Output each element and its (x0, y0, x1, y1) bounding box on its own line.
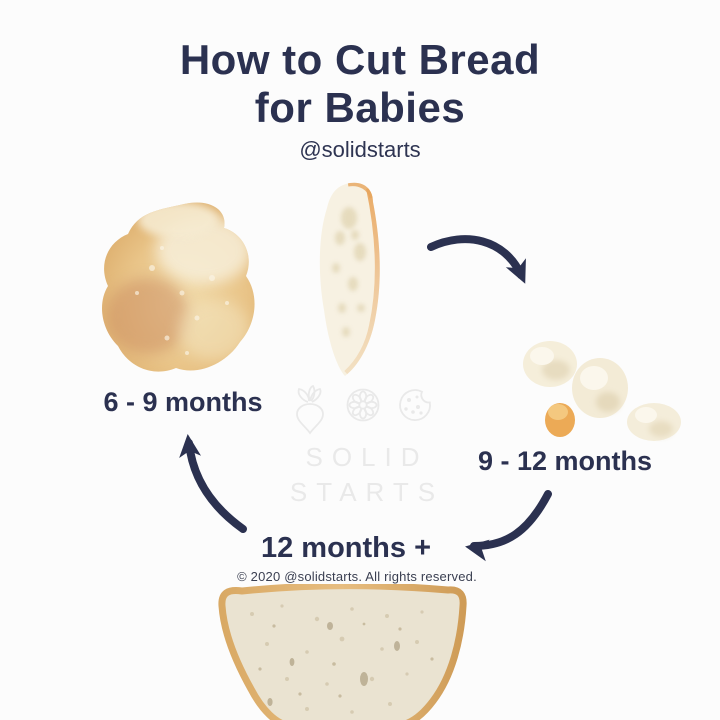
bread-pieces-photo (516, 330, 688, 448)
watermark-logo (288, 368, 438, 438)
title-line-2: for Babies (254, 84, 466, 131)
title-line-1: How to Cut Bread (179, 36, 541, 83)
page-title: How to Cut Bread for Babies (0, 36, 720, 132)
arrow-to-12-months-icon (448, 488, 556, 570)
watermark-line1: SOLID (305, 442, 429, 472)
bread-chunk-photo (92, 198, 260, 380)
arrow-to-9-12-months-icon (425, 233, 537, 311)
age-label-12-plus: 12 months + (260, 532, 432, 564)
copyright-text: © 2020 @solidstarts. All rights reserved… (237, 569, 477, 584)
radish-icon (296, 384, 324, 435)
bread-slice-photo (212, 584, 470, 720)
citrus-slice-icon (346, 388, 380, 422)
age-label-6-9: 6 - 9 months (103, 387, 263, 417)
watermark-line2: STARTS (289, 477, 445, 507)
handle-text: @solidstarts (299, 137, 421, 162)
age-label-9-12: 9 - 12 months (477, 446, 653, 476)
arrow-to-6-9-months-icon (163, 423, 255, 535)
bread-strip-photo (300, 180, 395, 378)
cookie-icon (399, 389, 431, 421)
